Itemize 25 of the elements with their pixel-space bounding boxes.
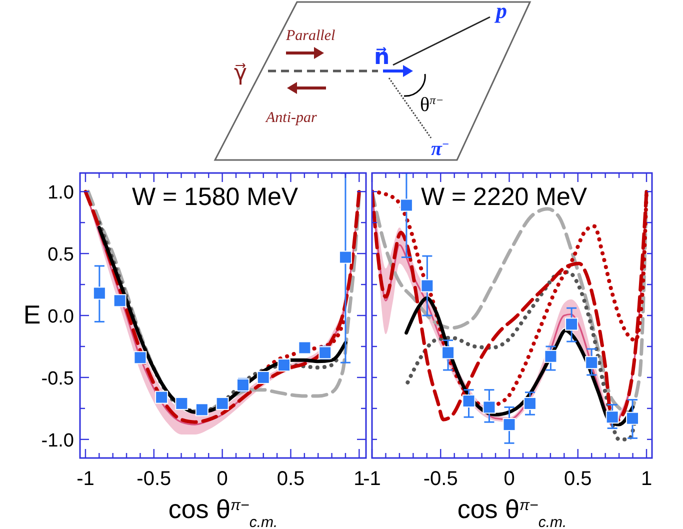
chart-title: W = 2220 MeV xyxy=(420,183,588,211)
x-tick-label: 0.5 xyxy=(564,468,592,490)
y-axis-title: E xyxy=(23,300,41,330)
x-tick-label: 0 xyxy=(504,468,515,490)
text: θ$^{π−}$ xyxy=(420,93,444,116)
y-tick-label: -1.0 xyxy=(41,430,74,452)
text: Anti-par xyxy=(265,110,317,126)
x-tick-label: 1 xyxy=(640,468,652,490)
chart-title: W = 1580 MeV xyxy=(132,183,298,211)
text: Parallel xyxy=(285,28,336,44)
text: n⃗ xyxy=(374,45,390,70)
x-tick-label: -0.5 xyxy=(136,468,172,490)
y-tick-label: 0.0 xyxy=(48,306,74,328)
x-tick-label: -0.5 xyxy=(423,468,458,490)
x-tick-label: -1 xyxy=(76,468,94,490)
y-tick-label: -0.5 xyxy=(41,368,74,390)
y-tick-label: 1.0 xyxy=(48,182,74,204)
text: π$^{−}$ xyxy=(431,137,450,160)
x-tick-label: -1 xyxy=(363,468,381,490)
x-tick-label: 1 xyxy=(354,468,365,490)
text: p xyxy=(494,0,507,23)
y-tick-label: 0.5 xyxy=(48,244,74,266)
x-tick-label: 0.5 xyxy=(276,468,305,490)
text: γ⃗ xyxy=(234,61,248,86)
x-tick-label: 0 xyxy=(216,468,228,490)
